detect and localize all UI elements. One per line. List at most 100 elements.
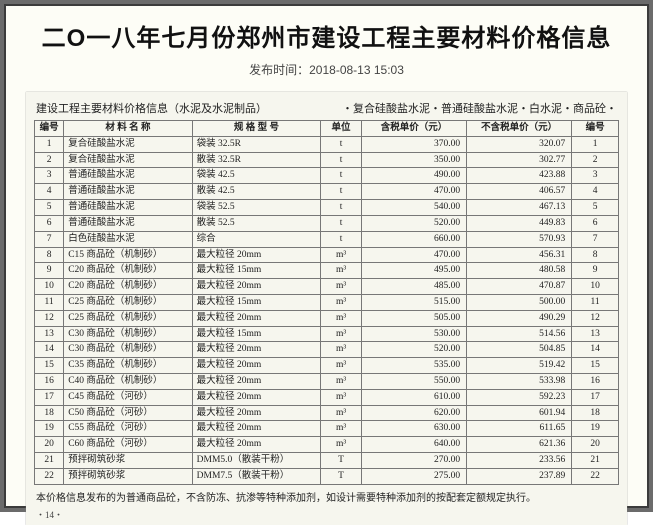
table-cell: m³ xyxy=(321,389,362,405)
table-cell: m³ xyxy=(321,326,362,342)
table-cell: 592.23 xyxy=(467,389,572,405)
table-cell: 3 xyxy=(35,168,64,184)
table-cell: 散装 32.5R xyxy=(192,152,320,168)
table-cell: 最大粒径 20mm xyxy=(192,279,320,295)
table-cell: m³ xyxy=(321,437,362,453)
table-cell: 275.00 xyxy=(362,468,467,484)
table-cell: 640.00 xyxy=(362,437,467,453)
table-header-cell: 含税单价（元） xyxy=(362,121,467,137)
table-cell: 504.85 xyxy=(467,342,572,358)
table-cell: m³ xyxy=(321,405,362,421)
table-cell: 最大粒径 20mm xyxy=(192,405,320,421)
table-cell: 5 xyxy=(35,200,64,216)
table-cell: 最大粒径 20mm xyxy=(192,342,320,358)
table-cell: 8 xyxy=(572,247,619,263)
table-cell: 550.00 xyxy=(362,374,467,390)
table-row: 11C25 商品砼（机制砂）最大粒径 15mmm³515.00500.0011 xyxy=(35,294,619,310)
table-header-cell: 材 料 名 称 xyxy=(64,121,192,137)
table-cell: 普通硅酸盐水泥 xyxy=(64,184,192,200)
table-row: 13C30 商品砼（机制砂）最大粒径 15mmm³530.00514.5613 xyxy=(35,326,619,342)
table-cell: 普通硅酸盐水泥 xyxy=(64,215,192,231)
table-cell: 505.00 xyxy=(362,310,467,326)
table-cell: 最大粒径 15mm xyxy=(192,263,320,279)
table-cell: 620.00 xyxy=(362,405,467,421)
table-cell: 21 xyxy=(572,453,619,469)
table-cell: 17 xyxy=(35,389,64,405)
table-cell: 10 xyxy=(35,279,64,295)
table-cell: 10 xyxy=(572,279,619,295)
table-cell: 2 xyxy=(572,152,619,168)
table-cell: 500.00 xyxy=(467,294,572,310)
table-row: 4普通硅酸盐水泥散装 42.5t470.00406.574 xyxy=(35,184,619,200)
table-row: 12C25 商品砼（机制砂）最大粒径 20mmm³505.00490.2912 xyxy=(35,310,619,326)
table-cell: 13 xyxy=(35,326,64,342)
table-cell: 6 xyxy=(35,215,64,231)
table-cell: t xyxy=(321,168,362,184)
table-row: 14C30 商品砼（机制砂）最大粒径 20mmm³520.00504.8514 xyxy=(35,342,619,358)
table-cell: 470.00 xyxy=(362,184,467,200)
table-cell: 520.00 xyxy=(362,215,467,231)
document-frame: 二O一八年七月份郑州市建设工程主要材料价格信息 发布时间：2018-08-13 … xyxy=(0,0,653,512)
table-cell: 495.00 xyxy=(362,263,467,279)
table-row: 9C20 商品砼（机制砂）最大粒径 15mmm³495.00480.589 xyxy=(35,263,619,279)
table-cell: 普通硅酸盐水泥 xyxy=(64,200,192,216)
table-cell: 621.36 xyxy=(467,437,572,453)
table-row: 7白色硅酸盐水泥综合t660.00570.937 xyxy=(35,231,619,247)
table-cell: 11 xyxy=(572,294,619,310)
table-cell: 2 xyxy=(35,152,64,168)
table-cell: 18 xyxy=(35,405,64,421)
table-cell: 预拌砌筑砂浆 xyxy=(64,468,192,484)
table-cell: 14 xyxy=(572,342,619,358)
table-row: 8C15 商品砼（机制砂）最大粒径 20mmm³470.00456.318 xyxy=(35,247,619,263)
table-cell: 6 xyxy=(572,215,619,231)
table-cell: 最大粒径 20mm xyxy=(192,437,320,453)
table-cell: 370.00 xyxy=(362,136,467,152)
table-cell: t xyxy=(321,215,362,231)
table-cell: m³ xyxy=(321,263,362,279)
table-row: 1复合硅酸盐水泥袋装 32.5Rt370.00320.071 xyxy=(35,136,619,152)
table-cell: 14 xyxy=(35,342,64,358)
table-cell: C25 商品砼（机制砂） xyxy=(64,294,192,310)
footnote: 本价格信息发布的为普通商品砼，不含防冻、抗渗等特种添加剂，如设计需要特种添加剂的… xyxy=(34,485,619,506)
sheet-caption-left: 建设工程主要材料价格信息（水泥及水泥制品） xyxy=(36,100,267,116)
table-cell: 最大粒径 20mm xyxy=(192,389,320,405)
table-row: 5普通硅酸盐水泥袋装 52.5t540.00467.135 xyxy=(35,200,619,216)
table-cell: C50 商品砼（河砂） xyxy=(64,405,192,421)
publish-time-label: 发布时间： xyxy=(249,63,309,77)
table-row: 10C20 商品砼（机制砂）最大粒径 20mmm³485.00470.8710 xyxy=(35,279,619,295)
table-cell: 570.93 xyxy=(467,231,572,247)
table-cell: 4 xyxy=(35,184,64,200)
table-cell: 22 xyxy=(572,468,619,484)
table-cell: 9 xyxy=(572,263,619,279)
table-cell: 12 xyxy=(35,310,64,326)
table-cell: DMM7.5（散装干粉） xyxy=(192,468,320,484)
table-cell: 15 xyxy=(572,358,619,374)
table-cell: 20 xyxy=(572,437,619,453)
table-cell: 复合硅酸盐水泥 xyxy=(64,136,192,152)
table-cell: 13 xyxy=(572,326,619,342)
publish-time-value: 2018-08-13 15:03 xyxy=(309,63,404,77)
table-cell: 350.00 xyxy=(362,152,467,168)
table-cell: 综合 xyxy=(192,231,320,247)
table-row: 17C45 商品砼（河砂）最大粒径 20mmm³610.00592.2317 xyxy=(35,389,619,405)
table-cell: 普通硅酸盐水泥 xyxy=(64,168,192,184)
table-cell: C20 商品砼（机制砂） xyxy=(64,263,192,279)
table-cell: 302.77 xyxy=(467,152,572,168)
table-header-cell: 不含税单价（元） xyxy=(467,121,572,137)
table-row: 18C50 商品砼（河砂）最大粒径 20mmm³620.00601.9418 xyxy=(35,405,619,421)
table-cell: m³ xyxy=(321,294,362,310)
table-header-cell: 规 格 型 号 xyxy=(192,121,320,137)
table-cell: C30 商品砼（机制砂） xyxy=(64,326,192,342)
table-cell: C15 商品砼（机制砂） xyxy=(64,247,192,263)
table-cell: 237.89 xyxy=(467,468,572,484)
table-cell: 1 xyxy=(35,136,64,152)
publish-time: 发布时间：2018-08-13 15:03 xyxy=(4,53,649,86)
table-cell: 12 xyxy=(572,310,619,326)
table-cell: 7 xyxy=(35,231,64,247)
table-cell: 470.00 xyxy=(362,247,467,263)
table-cell: 3 xyxy=(572,168,619,184)
table-cell: 9 xyxy=(35,263,64,279)
table-cell: 533.98 xyxy=(467,374,572,390)
table-cell: 456.31 xyxy=(467,247,572,263)
price-sheet: 建设工程主要材料价格信息（水泥及水泥制品） ・复合硅酸盐水泥・普通硅酸盐水泥・白… xyxy=(26,92,627,525)
